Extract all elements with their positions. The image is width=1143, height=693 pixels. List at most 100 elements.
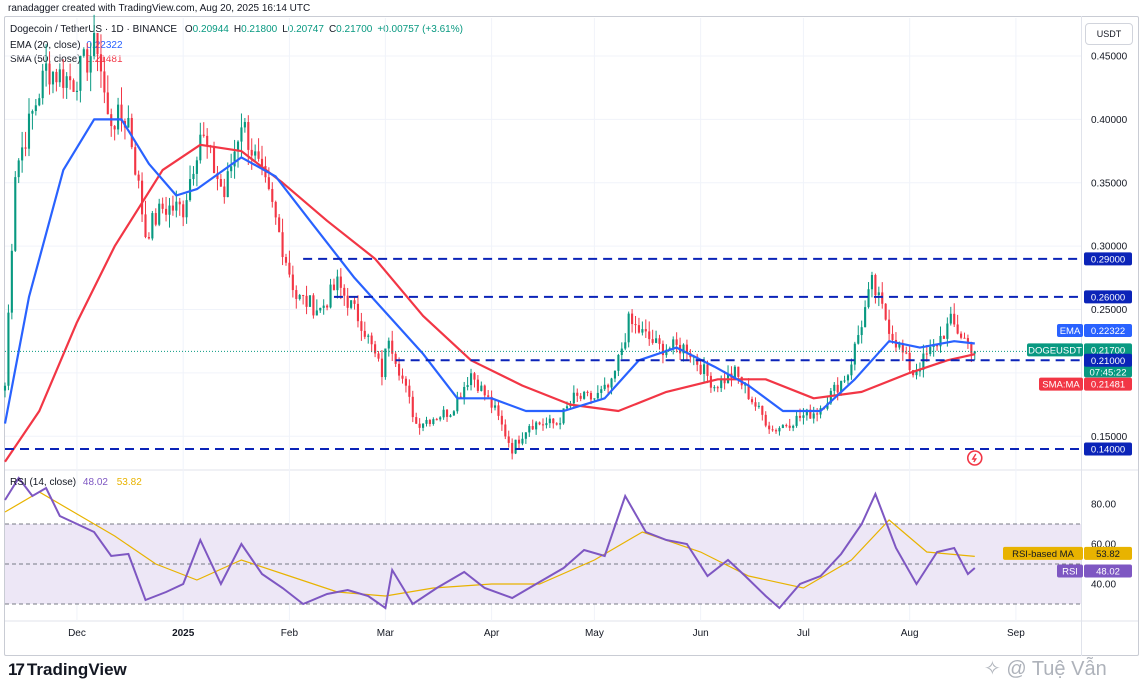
price-label-level-0.14-box[interactable]	[1084, 442, 1132, 456]
candle-body[interactable]	[966, 338, 969, 342]
candle-body[interactable]	[884, 303, 887, 320]
candle-body[interactable]	[702, 364, 706, 375]
candle-body[interactable]	[812, 413, 815, 419]
candle-body[interactable]	[658, 338, 661, 344]
candle-body[interactable]	[816, 413, 819, 415]
candle-body[interactable]	[346, 295, 349, 308]
candle-body[interactable]	[610, 378, 613, 388]
candle-body[interactable]	[27, 113, 31, 149]
candle-body[interactable]	[182, 204, 185, 218]
candle-body[interactable]	[21, 147, 24, 161]
candle-body[interactable]	[322, 305, 325, 308]
candle-body[interactable]	[106, 92, 109, 115]
candle-body[interactable]	[881, 292, 884, 304]
candle-body[interactable]	[528, 426, 531, 433]
candle-body[interactable]	[267, 177, 270, 190]
candle-body[interactable]	[398, 363, 401, 376]
candle-body[interactable]	[329, 284, 332, 308]
candle-body[interactable]	[939, 335, 942, 347]
candle-body[interactable]	[672, 339, 675, 349]
price-label-level-0.29-box[interactable]	[1084, 252, 1132, 266]
candle-body[interactable]	[442, 409, 445, 418]
candle-body[interactable]	[236, 141, 240, 152]
candle-body[interactable]	[243, 122, 246, 128]
candle-body[interactable]	[908, 352, 911, 371]
candle-body[interactable]	[278, 217, 281, 233]
candle-body[interactable]	[401, 375, 404, 379]
candle-body[interactable]	[607, 384, 610, 388]
candle-body[interactable]	[850, 364, 853, 376]
price-tag-ema-box[interactable]	[1057, 323, 1083, 337]
candle-body[interactable]	[792, 425, 795, 428]
candle-body[interactable]	[230, 166, 233, 172]
candle-body[interactable]	[706, 364, 709, 376]
candle-body[interactable]	[853, 343, 856, 365]
candle-body[interactable]	[559, 423, 562, 425]
candle-body[interactable]	[216, 173, 219, 180]
candle-body[interactable]	[185, 200, 188, 218]
candle-body[interactable]	[308, 295, 312, 307]
candle-body[interactable]	[466, 385, 469, 388]
candle-body[interactable]	[192, 173, 195, 180]
candle-body[interactable]	[648, 331, 651, 340]
candle-body[interactable]	[761, 405, 764, 415]
candle-body[interactable]	[545, 423, 548, 426]
candle-body[interactable]	[874, 274, 877, 296]
candle-body[interactable]	[750, 399, 754, 403]
candle-body[interactable]	[271, 189, 274, 202]
candle-body[interactable]	[319, 307, 322, 311]
candle-body[interactable]	[548, 418, 551, 424]
candle-body[interactable]	[538, 422, 541, 425]
candle-body[interactable]	[541, 424, 545, 426]
candle-body[interactable]	[315, 310, 318, 316]
candle-body[interactable]	[768, 425, 771, 430]
candle-body[interactable]	[72, 80, 75, 92]
candle-body[interactable]	[144, 214, 147, 238]
candle-body[interactable]	[565, 406, 569, 409]
candle-body[interactable]	[404, 378, 407, 386]
candle-body[interactable]	[514, 439, 517, 454]
candle-body[interactable]	[103, 71, 106, 93]
candle-body[interactable]	[291, 274, 294, 291]
ema-legend[interactable]: EMA (20, close) 0.22322	[10, 40, 123, 51]
candle-body[interactable]	[716, 387, 719, 389]
candle-body[interactable]	[260, 158, 264, 166]
candle-body[interactable]	[298, 295, 301, 299]
candle-body[interactable]	[781, 425, 784, 428]
candle-body[interactable]	[336, 276, 339, 291]
candle-body[interactable]	[233, 151, 236, 167]
candle-body[interactable]	[771, 429, 774, 431]
currency-button[interactable]: USDT	[1085, 23, 1133, 45]
candle-body[interactable]	[51, 71, 55, 85]
candle-body[interactable]	[134, 147, 137, 175]
candle-body[interactable]	[452, 411, 455, 416]
price-label-ema-box[interactable]	[1084, 323, 1132, 337]
candle-body[interactable]	[589, 392, 593, 400]
candle-body[interactable]	[425, 419, 428, 424]
candle-body[interactable]	[435, 419, 438, 421]
candle-body[interactable]	[798, 415, 802, 418]
candle-body[interactable]	[158, 203, 161, 225]
candle-body[interactable]	[422, 423, 425, 428]
candle-body[interactable]	[151, 213, 154, 239]
candle-body[interactable]	[445, 409, 449, 417]
candle-body[interactable]	[617, 354, 620, 371]
candle-body[interactable]	[175, 201, 178, 211]
candle-body[interactable]	[288, 262, 291, 275]
candle-body[interactable]	[682, 344, 685, 354]
candle-body[interactable]	[521, 438, 524, 444]
candle-body[interactable]	[613, 370, 617, 379]
candle-body[interactable]	[665, 349, 668, 356]
candle-body[interactable]	[206, 135, 209, 146]
candle-body[interactable]	[117, 104, 120, 130]
rsi-line[interactable]	[4, 476, 976, 610]
candle-body[interactable]	[305, 295, 308, 307]
candle-body[interactable]	[829, 390, 832, 404]
candle-body[interactable]	[387, 340, 390, 349]
candle-body[interactable]	[58, 69, 61, 83]
candle-body[interactable]	[535, 422, 538, 430]
candle-body[interactable]	[147, 237, 150, 239]
candle-body[interactable]	[685, 344, 688, 354]
candle-body[interactable]	[377, 353, 380, 359]
candle-body[interactable]	[141, 180, 144, 215]
